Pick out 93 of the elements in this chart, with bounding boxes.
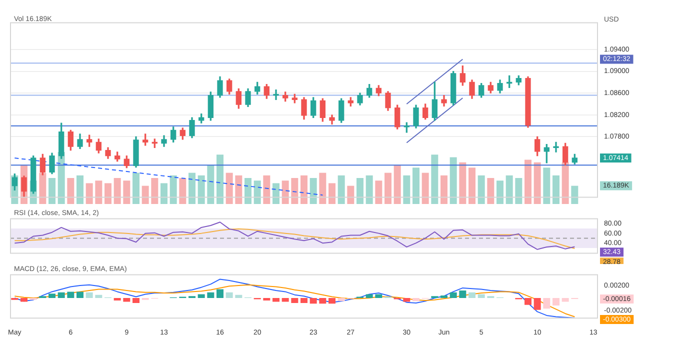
bar — [216, 289, 224, 298]
bar — [403, 175, 410, 204]
bar — [478, 175, 485, 204]
bar — [132, 298, 140, 303]
bar — [207, 165, 214, 204]
bar — [67, 292, 74, 298]
bar — [226, 292, 233, 298]
bar — [160, 183, 168, 204]
bar — [86, 292, 93, 298]
bar — [347, 186, 354, 204]
bar — [328, 298, 336, 304]
bar — [543, 298, 550, 309]
bar — [263, 175, 270, 204]
bar — [272, 183, 280, 204]
bar — [515, 178, 522, 204]
bar — [450, 157, 457, 204]
bar — [562, 298, 569, 302]
bar — [48, 178, 56, 204]
bar — [235, 294, 242, 298]
bar — [534, 298, 541, 310]
bar — [142, 186, 149, 204]
bar — [282, 298, 289, 302]
bar — [319, 172, 326, 204]
bar — [422, 172, 429, 204]
bar — [506, 175, 513, 204]
bar — [310, 178, 317, 204]
bar — [20, 298, 28, 302]
bar — [524, 160, 532, 204]
bar — [300, 175, 308, 204]
bar — [86, 183, 93, 204]
bar — [151, 178, 158, 204]
bar — [440, 295, 448, 298]
bar — [412, 168, 420, 204]
bar — [366, 175, 373, 204]
bar — [468, 168, 476, 204]
bar — [95, 294, 102, 298]
bar — [263, 298, 270, 300]
bar — [207, 292, 214, 298]
bar — [524, 298, 532, 305]
bar — [552, 298, 560, 306]
bar — [375, 294, 382, 298]
bar — [459, 162, 466, 204]
bar — [76, 292, 84, 298]
bar — [95, 180, 102, 204]
bar — [48, 294, 56, 298]
bar — [366, 294, 373, 298]
bar — [226, 172, 233, 204]
bar — [328, 183, 336, 204]
bar — [394, 165, 401, 204]
bar — [188, 172, 196, 204]
bar — [282, 180, 289, 204]
bar — [76, 175, 84, 204]
bar — [123, 180, 130, 204]
bar — [319, 298, 326, 304]
bar — [468, 292, 476, 298]
bar — [291, 178, 298, 204]
bar — [254, 180, 261, 204]
bar — [179, 178, 186, 204]
bar — [338, 175, 345, 204]
bar — [487, 178, 494, 204]
bar — [216, 154, 224, 204]
bar — [543, 168, 550, 204]
bar — [431, 154, 438, 204]
bar — [496, 180, 504, 204]
bar — [403, 298, 410, 302]
bar — [58, 292, 65, 298]
bar — [478, 294, 485, 298]
bar — [67, 178, 74, 204]
bar — [104, 183, 112, 204]
bar — [291, 298, 298, 303]
bar — [235, 175, 242, 204]
bar — [571, 186, 578, 204]
bar — [534, 162, 541, 204]
bar — [384, 172, 392, 204]
bar — [132, 172, 140, 204]
bar — [450, 292, 457, 298]
bar — [198, 294, 205, 298]
bar — [244, 178, 252, 204]
bar — [114, 298, 121, 300]
bar — [552, 175, 560, 204]
bar — [412, 298, 420, 302]
bar — [459, 290, 466, 298]
bar — [310, 298, 317, 304]
bar — [272, 298, 280, 302]
bar — [170, 175, 177, 204]
bar — [356, 178, 364, 204]
bar — [338, 298, 345, 302]
bar — [123, 298, 130, 302]
bar — [375, 180, 382, 204]
bar — [440, 175, 448, 204]
bar — [300, 298, 308, 303]
bar — [114, 178, 121, 204]
bar — [198, 175, 205, 204]
